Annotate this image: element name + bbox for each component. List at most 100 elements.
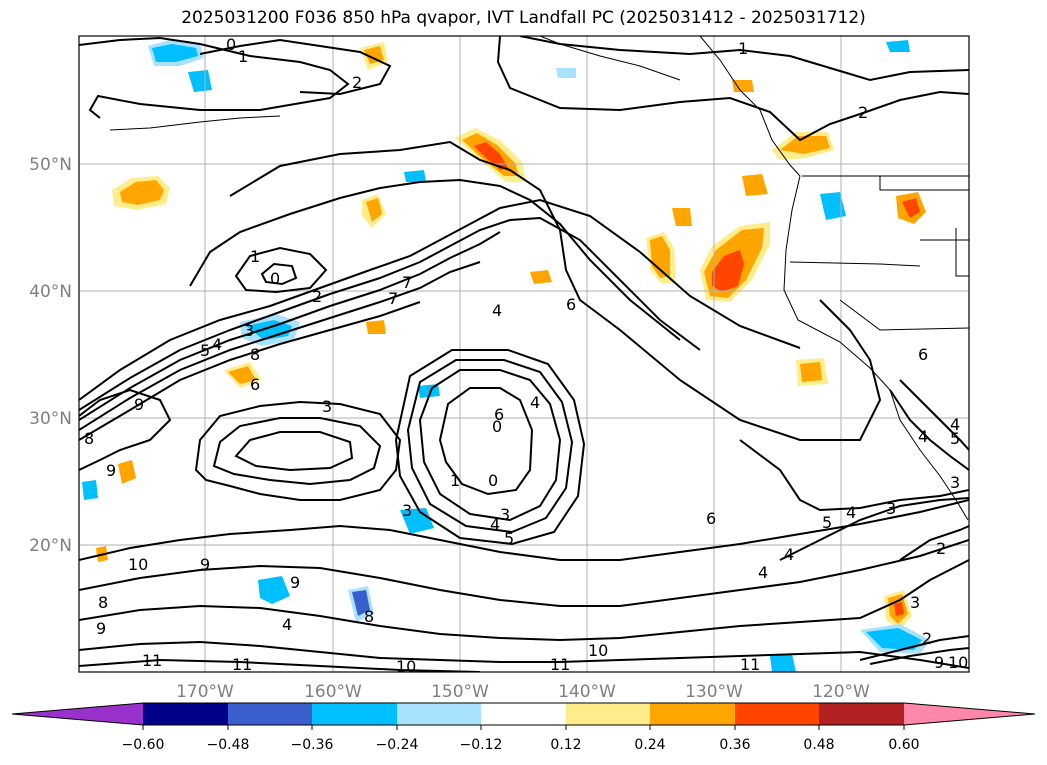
positive-anomaly-shape xyxy=(742,174,768,196)
contour-label: 10 xyxy=(128,555,148,574)
contour-label: 5 xyxy=(504,529,514,548)
negative-anomaly-shape xyxy=(82,480,98,500)
map-panel: 0 1 1 2 2 1 0 2 7 5 4 3 6 8 6 9 8 9 3 4 xyxy=(78,35,970,676)
contour-label: 10 xyxy=(588,641,608,660)
contour-label: 0 xyxy=(270,269,280,288)
anomaly-shading xyxy=(82,40,930,672)
longitude-labels: 170°W 160°W 150°W 140°W 130°W 120°W xyxy=(176,682,870,702)
contour-label: 2 xyxy=(936,539,946,558)
colorbar-segment xyxy=(735,703,819,725)
positive-anomaly-shape xyxy=(120,180,164,205)
positive-anomaly-shape xyxy=(902,198,920,218)
positive-anomaly-shape xyxy=(364,46,384,64)
contour-label: 1 xyxy=(738,39,748,58)
lon-label: 130°W xyxy=(685,682,743,702)
contour-label: 4 xyxy=(530,393,540,412)
colorbar: −0.60 −0.48 −0.36 −0.24 −0.12 0.12 0.24 … xyxy=(11,702,1036,753)
colorbar-tick-label: −0.36 xyxy=(291,737,334,753)
colorbar-segment xyxy=(566,703,650,725)
contour-label: 0 xyxy=(226,35,236,54)
colorbar-tick-label: 0.48 xyxy=(803,737,834,753)
contour-label: 3 xyxy=(500,505,510,524)
contour-label: 6 xyxy=(918,345,928,364)
contour-label: 0 xyxy=(492,417,502,436)
contour-label: 1 xyxy=(250,247,260,266)
contour-label: 11 xyxy=(740,655,760,674)
contour-label: 2 xyxy=(312,287,322,306)
positive-anomaly-shape xyxy=(894,602,904,616)
contour-label: 4 xyxy=(282,615,292,634)
negative-anomaly-shape xyxy=(188,70,212,92)
contour-label: 3 xyxy=(950,473,960,492)
contour-label: 5 xyxy=(200,341,210,360)
colorbar-extend-high xyxy=(904,703,1035,725)
colorbar-tick-label: 0.24 xyxy=(634,737,665,753)
coastlines xyxy=(109,36,969,521)
positive-anomaly-shape xyxy=(530,270,552,284)
contour-label: 4 xyxy=(758,563,768,582)
colorbar-tick-label: −0.48 xyxy=(207,737,250,753)
colorbar-tick-label: −0.24 xyxy=(376,737,419,753)
negative-anomaly-shape xyxy=(556,68,576,78)
lat-label: 50°N xyxy=(29,155,72,175)
contour-label: 3 xyxy=(244,321,254,340)
contour-label: 4 xyxy=(490,515,500,534)
lon-label: 150°W xyxy=(431,682,489,702)
contour-label: 4 xyxy=(784,545,794,564)
contour-label: 10 xyxy=(948,653,968,672)
colorbar-tick-label: −0.12 xyxy=(460,737,503,753)
contour-label: 3 xyxy=(322,397,332,416)
contour-label: 0 xyxy=(488,471,498,490)
colorbar-segment xyxy=(819,703,904,725)
lat-label: 30°N xyxy=(29,409,72,429)
colorbar-tick-label: 0.12 xyxy=(550,737,581,753)
negative-anomaly-shape xyxy=(886,40,910,52)
contour-label: 6 xyxy=(494,405,504,424)
contour-label: 11 xyxy=(142,651,162,670)
contour-labels: 0 1 1 2 2 1 0 2 7 5 4 3 6 8 6 9 8 9 3 4 xyxy=(84,35,968,676)
graticule xyxy=(79,36,969,672)
latitude-labels: 50°N 40°N 30°N 20°N xyxy=(29,155,72,556)
contour-label: 4 xyxy=(950,415,960,434)
contour-label: 9 xyxy=(200,555,210,574)
contour-label: 5 xyxy=(950,429,960,448)
colorbar-tick-label: −0.60 xyxy=(122,737,165,753)
contour-label: 7 xyxy=(388,289,398,308)
lon-label: 170°W xyxy=(176,682,234,702)
negative-anomaly-shape xyxy=(404,170,426,182)
contour-label: 4 xyxy=(212,335,222,354)
contour-label: 9 xyxy=(96,619,106,638)
negative-anomaly-shape xyxy=(866,628,922,650)
colorbar-ticks xyxy=(142,725,905,730)
contour-label: 8 xyxy=(98,593,108,612)
contour-label: 10 xyxy=(396,657,416,676)
contour-label: 6 xyxy=(566,295,576,314)
contour-label: 2 xyxy=(922,629,932,648)
contour-label: 7 xyxy=(402,273,412,292)
contours xyxy=(79,36,969,672)
contour-label: 3 xyxy=(886,499,896,518)
map-frame xyxy=(78,35,970,673)
contour-label: 3 xyxy=(402,501,412,520)
contour-label: 1 xyxy=(450,471,460,490)
positive-anomaly-shape xyxy=(780,136,830,154)
colorbar-segment xyxy=(397,703,481,725)
contour-label: 4 xyxy=(918,427,928,446)
colorbar-tick-label: 0.60 xyxy=(888,737,919,753)
contour-label: 4 xyxy=(846,503,856,522)
contour-label: 4 xyxy=(492,301,502,320)
colorbar-segment xyxy=(481,703,566,725)
contour-label: 9 xyxy=(290,573,300,592)
contour-label: 9 xyxy=(934,653,944,672)
colorbar-segment xyxy=(650,703,735,725)
contour-label: 8 xyxy=(250,345,260,364)
contour-label: 9 xyxy=(106,461,116,480)
contour-label: 2 xyxy=(352,73,362,92)
positive-anomaly-shape xyxy=(712,250,744,292)
positive-anomaly-shape xyxy=(672,208,692,226)
colorbar-segment xyxy=(143,703,228,725)
lon-label: 140°W xyxy=(558,682,616,702)
contour-label: 8 xyxy=(84,429,94,448)
positive-anomaly-shape xyxy=(228,366,256,384)
negative-anomaly-shape xyxy=(258,576,290,604)
